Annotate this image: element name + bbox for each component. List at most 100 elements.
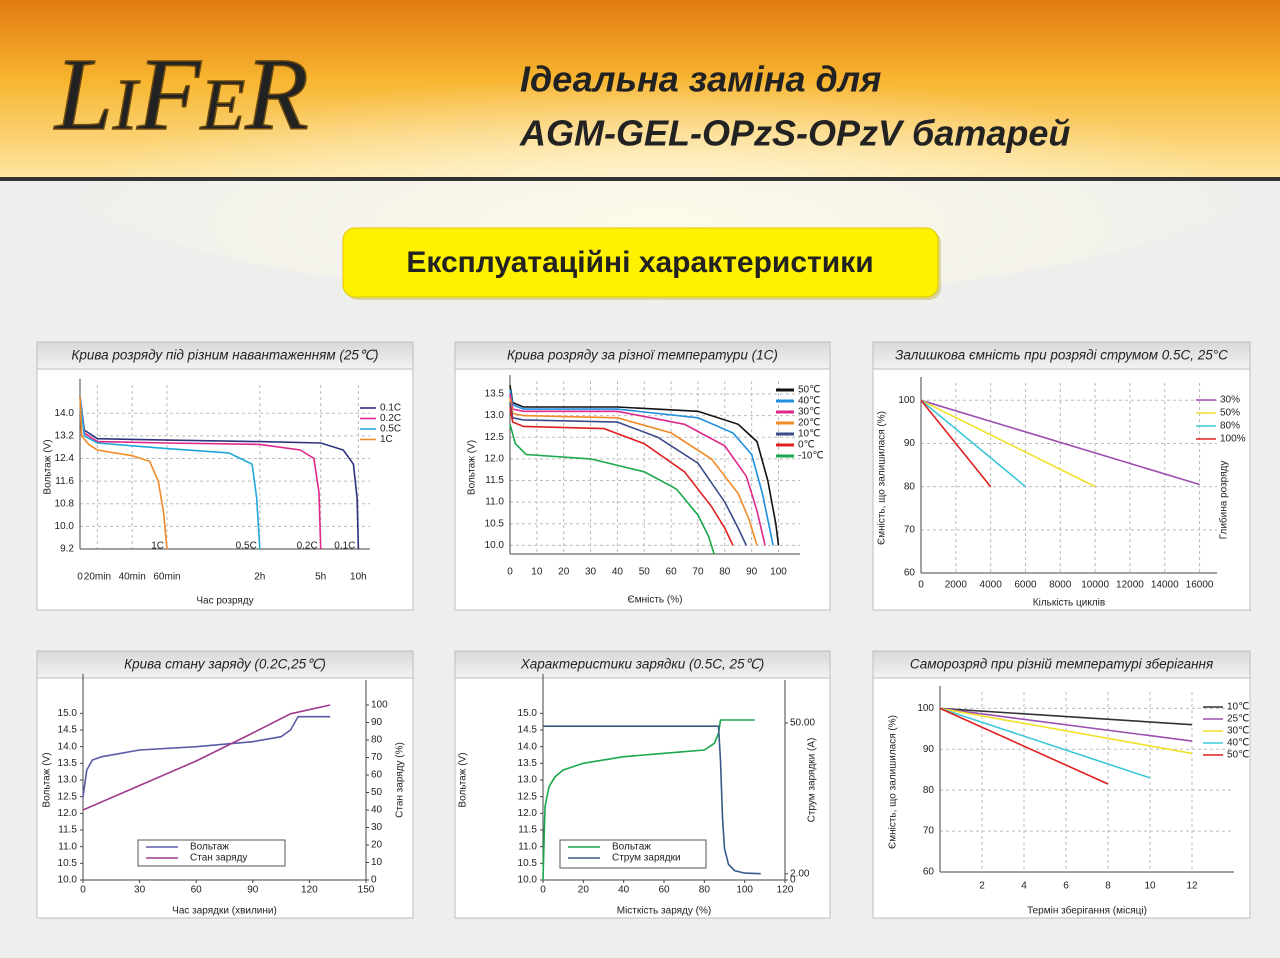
series-line xyxy=(939,707,1151,779)
x-tick-label: 4 xyxy=(1021,881,1027,892)
panel-title-bar xyxy=(454,650,831,679)
chart-title: Залишкова ємність при розряді струмом 0.… xyxy=(895,348,1228,363)
x-tick-label: 6000 xyxy=(1014,580,1037,591)
chart-title: Крива стану заряду (0.2C,25℃) xyxy=(124,657,326,672)
x-tick-label: 0 xyxy=(540,885,546,896)
y-axis-label: Вольтаж (V) xyxy=(43,439,54,494)
y-tick-label: 12.4 xyxy=(55,453,75,464)
header-rule xyxy=(0,177,1280,181)
legend-label: 30℃ xyxy=(798,407,820,418)
series-line xyxy=(79,396,322,550)
legend-label: Стан заряду xyxy=(190,853,247,864)
series-line xyxy=(509,389,774,546)
y-tick-label: 11.5 xyxy=(518,825,537,836)
y-tick-label: 13.5 xyxy=(485,389,505,400)
x-tick-label: 80 xyxy=(699,885,711,896)
x-tick-label: 0 xyxy=(507,567,513,578)
x-tick-label: 8 xyxy=(1105,881,1111,892)
panel xyxy=(454,650,831,919)
panel xyxy=(36,341,414,611)
y2-tick-label: 70 xyxy=(371,752,383,763)
x-tick-label: 40 xyxy=(612,567,624,578)
y-tick-label: 14.0 xyxy=(58,741,78,752)
panel xyxy=(36,650,414,919)
section-title: Експлуатаційні характеристики xyxy=(406,246,873,279)
chart-title: Характеристики зарядки (0.5C, 25℃) xyxy=(520,657,764,672)
y-tick-label: 12.5 xyxy=(518,791,538,802)
x-tick-label: 60 xyxy=(191,885,203,896)
legend-label: 0.5C xyxy=(380,424,401,435)
legend-label: Струм зарядки xyxy=(612,853,681,864)
series-line xyxy=(920,399,1096,488)
y-axis-label: Вольтаж (V) xyxy=(458,752,469,807)
legend-title: Глибина розряду xyxy=(1218,461,1230,540)
x-tick-label: 10 xyxy=(1144,881,1156,892)
y-tick-label: 100 xyxy=(917,703,934,714)
headline: Ідеальна заміна для xyxy=(520,59,881,100)
legend-label: -10℃ xyxy=(798,451,824,462)
legend-label: 40℃ xyxy=(798,396,820,407)
series-line xyxy=(939,707,1193,742)
x-axis-label: Час розряду xyxy=(196,596,253,607)
series-line xyxy=(509,398,758,546)
y-tick-label: 13.0 xyxy=(58,775,78,786)
legend-label: 10℃ xyxy=(1227,702,1249,713)
x-tick-label: 4000 xyxy=(980,580,1003,591)
series-line xyxy=(920,399,1027,488)
x-axis-label: Термін зберігання (місяці) xyxy=(1027,905,1147,917)
y2-tick-label: 0 xyxy=(371,875,377,886)
y-tick-label: 10.8 xyxy=(55,498,75,509)
y-tick-label: 12.0 xyxy=(518,808,538,819)
x-tick-label: 10 xyxy=(531,567,543,578)
y-tick-label: 60 xyxy=(904,568,916,579)
x-tick-label: 90 xyxy=(247,885,259,896)
x-tick-label: 90 xyxy=(746,567,758,578)
y-tick-label: 15.0 xyxy=(58,708,78,719)
y-tick-label: 10.5 xyxy=(518,858,538,869)
x-tick-label: 20 xyxy=(558,567,570,578)
y-tick-label: 10.0 xyxy=(55,521,75,532)
x-tick-label: 40 xyxy=(618,885,630,896)
legend-label: 25℃ xyxy=(1227,714,1249,725)
legend-label: 0.2C xyxy=(380,413,401,424)
x-tick-label: 16000 xyxy=(1186,580,1214,591)
series-line xyxy=(939,707,1109,785)
y-tick-label: 14.0 xyxy=(518,741,538,752)
y-tick-label: 11.0 xyxy=(58,841,77,852)
x-tick-label: 12 xyxy=(1186,881,1198,892)
y2-tick-label: 0 xyxy=(790,875,796,886)
y-tick-label: 14.5 xyxy=(518,725,538,736)
x-tick-label: 30 xyxy=(134,885,146,896)
y-tick-label: 80 xyxy=(923,785,935,796)
series-line xyxy=(509,402,748,546)
y-tick-label: 100 xyxy=(898,395,915,406)
x-tick-label: 6 xyxy=(1063,881,1069,892)
panel xyxy=(454,341,831,611)
y-tick-label: 12.5 xyxy=(485,432,505,443)
legend-box xyxy=(137,839,286,867)
series-line xyxy=(920,399,992,488)
y-tick-label: 10.5 xyxy=(58,858,78,869)
x-tick-label: 120 xyxy=(777,885,794,896)
series-line xyxy=(939,707,1193,726)
legend-label: 50℃ xyxy=(1227,750,1249,761)
x-tick-label: 20 xyxy=(578,885,590,896)
series-line xyxy=(79,396,261,550)
x-tick-label: 2h xyxy=(254,572,265,583)
x-tick-label: 8000 xyxy=(1049,580,1072,591)
legend-label: 40℃ xyxy=(1227,738,1249,749)
section-badge xyxy=(342,227,939,298)
y-tick-label: 10.0 xyxy=(485,540,505,551)
legend-label: 30℃ xyxy=(1227,726,1249,737)
x-axis-label: Кількість циклів xyxy=(1033,598,1105,609)
y-tick-label: 90 xyxy=(923,744,935,755)
y-tick-label: 11.5 xyxy=(58,825,77,836)
x-axis-label: Місткість заряду (%) xyxy=(617,906,711,917)
y2-tick-label: 50 xyxy=(371,787,383,798)
annotation: 0.5C xyxy=(236,541,257,552)
header-glow xyxy=(40,0,1280,300)
y-tick-label: 13.0 xyxy=(485,410,505,421)
series-line xyxy=(509,406,734,546)
legend-label: 80% xyxy=(1220,421,1240,432)
x-tick-label: 10000 xyxy=(1081,580,1109,591)
